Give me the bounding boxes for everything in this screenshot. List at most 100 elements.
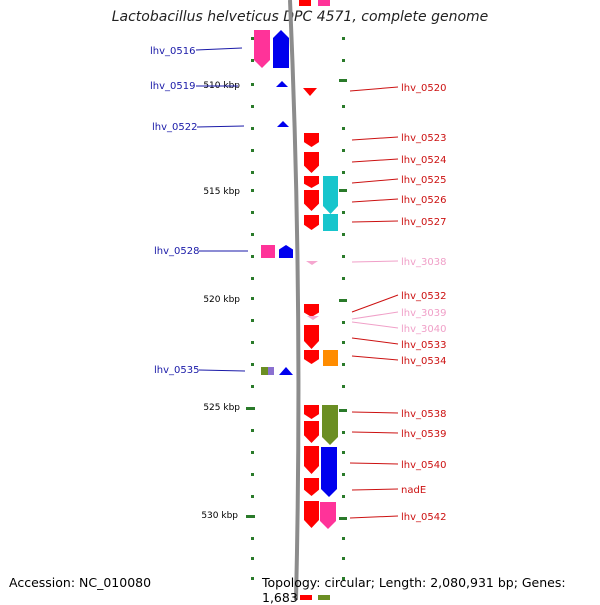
leader-line — [351, 431, 399, 434]
tick-mark — [251, 577, 254, 580]
topology-text: Topology: circular; Length: 2,080,931 bp… — [262, 575, 566, 605]
gene-label-lhv-3038: lhv_3038 — [401, 257, 446, 268]
leader-line — [196, 125, 245, 128]
leader-line — [349, 86, 399, 92]
tick-mark — [339, 189, 347, 192]
tick-mark — [251, 255, 254, 258]
tick-mark — [251, 233, 254, 236]
tick-mark — [251, 127, 254, 130]
gene-label-lhv-0534: lhv_0534 — [401, 356, 446, 367]
map-title: Lactobacillus helveticus DPC 4571, compl… — [111, 9, 489, 25]
gene-feature — [273, 30, 289, 68]
gene-label-lhv-3040: lhv_3040 — [401, 324, 446, 335]
leader-line — [351, 198, 399, 203]
gene-label-lhv-0526: lhv_0526 — [401, 195, 446, 206]
kbp-label: 520 kbp — [203, 295, 240, 305]
leader-line — [351, 158, 399, 163]
gene-feature — [304, 405, 319, 419]
tick-mark — [251, 149, 254, 152]
tick-mark — [342, 233, 345, 236]
gene-feature — [268, 367, 274, 375]
tick-mark — [342, 577, 345, 580]
tick-mark — [342, 495, 345, 498]
tick-mark — [342, 105, 345, 108]
gene-label-lhv-0527: lhv_0527 — [401, 217, 446, 228]
tick-mark — [251, 37, 254, 40]
tick-mark — [251, 537, 254, 540]
tick-mark — [339, 299, 347, 302]
tick-mark — [342, 171, 345, 174]
gene-feature — [323, 214, 338, 231]
accession-text: Accession: NC_010080 — [9, 575, 152, 590]
gene-label-lhv-0519: lhv_0519 — [150, 81, 195, 92]
tick-mark — [342, 341, 345, 344]
gene-feature — [304, 446, 319, 474]
tick-mark — [251, 297, 254, 300]
gene-label-lhv-0524: lhv_0524 — [401, 155, 446, 166]
gene-feature — [323, 350, 338, 366]
gene-feature — [304, 304, 319, 317]
gene-feature — [304, 325, 319, 349]
gene-label-lhv-0528: lhv_0528 — [154, 246, 199, 257]
tick-mark — [339, 409, 347, 412]
tick-mark — [251, 105, 254, 108]
gene-feature — [304, 152, 319, 173]
tick-mark — [251, 385, 254, 388]
leader-line — [351, 311, 399, 320]
gene-label-lhv-0539: lhv_0539 — [401, 429, 446, 440]
leader-line — [349, 462, 399, 465]
tick-mark — [342, 385, 345, 388]
tick-mark — [342, 255, 345, 258]
gene-label-lhv-0520: lhv_0520 — [401, 83, 446, 94]
gene-label-lhv-0542: lhv_0542 — [401, 512, 446, 523]
tick-mark — [251, 557, 254, 560]
gene-label-lhv-0532: lhv_0532 — [401, 291, 446, 302]
gene-feature — [321, 447, 337, 497]
gene-feature — [304, 421, 319, 443]
gene-feature — [279, 245, 293, 258]
tick-mark — [251, 451, 254, 454]
gene-feature — [318, 595, 330, 600]
tick-mark — [342, 537, 345, 540]
leader-line — [351, 355, 399, 361]
genome-backbone — [288, 0, 301, 600]
gene-feature — [304, 133, 319, 147]
tick-mark — [251, 171, 254, 174]
gene-feature — [254, 30, 270, 68]
tick-mark — [342, 321, 345, 324]
tick-mark — [251, 59, 254, 62]
tick-mark — [246, 407, 255, 410]
tick-mark — [342, 431, 345, 434]
tick-mark — [251, 277, 254, 280]
tick-mark — [342, 37, 345, 40]
tick-mark — [342, 277, 345, 280]
tick-mark — [339, 517, 347, 520]
leader-line — [351, 337, 399, 345]
gene-feature — [304, 190, 319, 211]
gene-feature — [304, 215, 319, 230]
tick-mark — [251, 83, 254, 86]
gene-feature — [303, 88, 317, 96]
gene-feature — [323, 176, 338, 214]
tick-mark — [246, 515, 255, 518]
leader-line — [351, 321, 399, 329]
tick-mark — [342, 451, 345, 454]
leader-line — [351, 136, 399, 141]
leader-line — [351, 411, 399, 414]
gene-label-nade: nadE — [401, 485, 426, 496]
leader-line — [349, 515, 399, 519]
gene-feature — [299, 0, 311, 6]
gene-feature — [279, 367, 293, 375]
gene-feature — [304, 478, 319, 496]
tick-mark — [251, 319, 254, 322]
tick-mark — [339, 79, 347, 82]
leader-line — [351, 220, 399, 223]
gene-label-lhv-0522: lhv_0522 — [152, 122, 197, 133]
gene-feature — [300, 595, 312, 600]
gene-feature — [306, 261, 318, 265]
gene-feature — [307, 316, 319, 320]
gene-label-lhv-0538: lhv_0538 — [401, 409, 446, 420]
gene-label-lhv-0533: lhv_0533 — [401, 340, 446, 351]
